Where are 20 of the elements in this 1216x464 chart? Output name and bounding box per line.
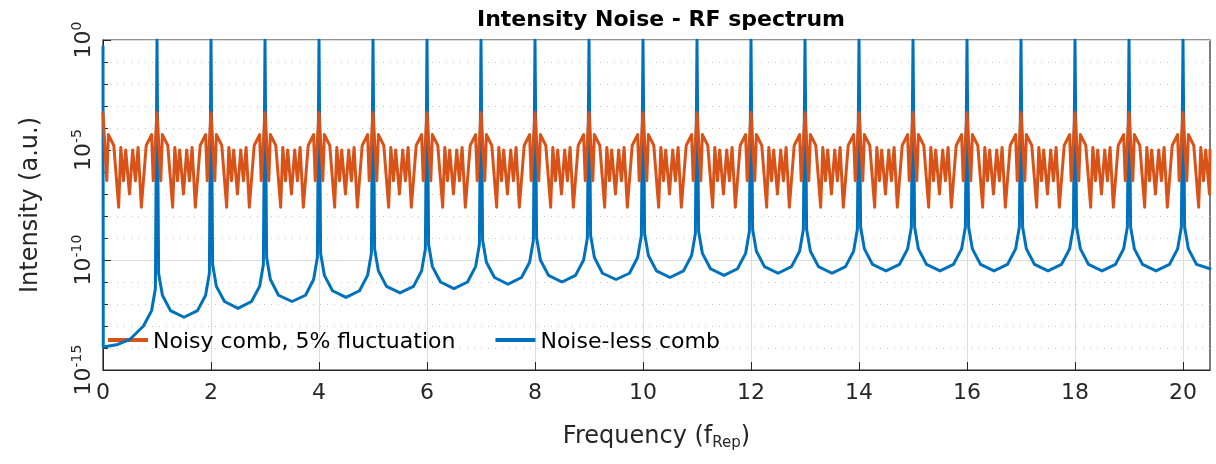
- x-tick-label: 20: [1169, 378, 1197, 404]
- chart-title: Intensity Noise - RF spectrum: [476, 5, 846, 31]
- y-tick-label: 10-5: [68, 129, 95, 171]
- x-tick-label: 6: [420, 378, 434, 404]
- legend-label: Noise-less comb: [540, 327, 720, 353]
- line-series: [101, 111, 1212, 209]
- y-tick-label: 10-15: [68, 344, 95, 396]
- x-tick-label: 16: [953, 378, 981, 404]
- x-tick-label: 2: [204, 378, 218, 404]
- x-tick-label: 14: [845, 378, 873, 404]
- x-tick-label: 12: [737, 378, 765, 404]
- x-tick-label: 8: [528, 378, 542, 404]
- legend-label: Noisy comb, 5% fluctuation: [153, 327, 456, 353]
- x-tick-label: 10: [629, 378, 657, 404]
- x-tick-label: 18: [1061, 378, 1089, 404]
- x-tick-label: 0: [96, 378, 110, 404]
- y-tick-label: 10-10: [68, 234, 95, 286]
- x-tick-label: 4: [312, 378, 326, 404]
- y-tick-label: 100: [68, 21, 95, 59]
- y-axis-title: Intensity (a.u.): [15, 117, 43, 293]
